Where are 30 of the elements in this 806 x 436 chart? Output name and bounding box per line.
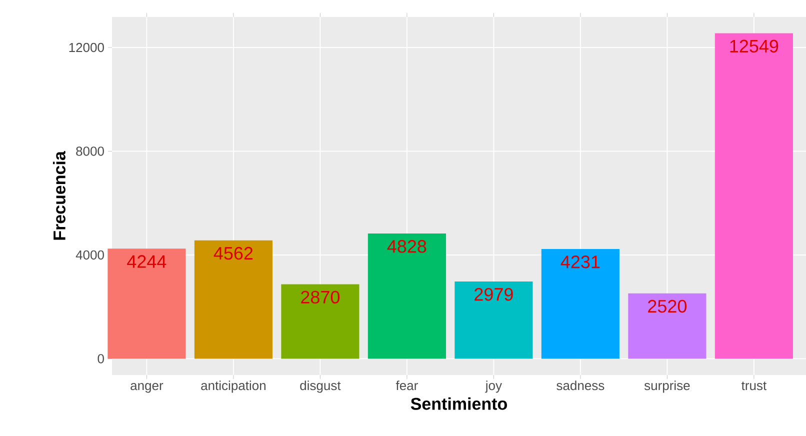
- x-tick-label: joy: [485, 380, 502, 393]
- data-label: 4231: [560, 256, 600, 268]
- bar: [628, 293, 706, 359]
- data-label: 2870: [301, 290, 340, 304]
- y-tick-label: 8000: [76, 146, 104, 156]
- x-tick-label: sadness: [556, 380, 604, 390]
- x-tick-label: anger: [130, 383, 164, 393]
- bar: [541, 248, 620, 359]
- x-tick-label: anticipation: [201, 380, 266, 393]
- y-tick-label: 0: [98, 354, 104, 364]
- x-axis-title: Sentimiento: [410, 397, 507, 410]
- data-label: 4828: [387, 240, 426, 253]
- bar: [714, 33, 793, 359]
- data-label: 2979: [474, 288, 513, 301]
- x-tick-label: disgust: [300, 380, 341, 393]
- y-tick-label: 4000: [76, 250, 104, 260]
- data-label: 4562: [214, 246, 253, 260]
- data-label: 4244: [127, 255, 166, 268]
- bar: [108, 248, 186, 359]
- bar: [194, 240, 272, 359]
- data-label: 2520: [648, 300, 687, 313]
- x-tick-label: trust: [742, 382, 766, 390]
- bar: [454, 281, 533, 359]
- x-tick-label: surprise: [644, 380, 690, 393]
- data-label: 12549: [730, 40, 778, 53]
- x-tick-label: fear: [396, 380, 418, 390]
- bar: [368, 234, 446, 359]
- y-tick-label: 12000: [69, 42, 104, 52]
- y-axis-title: Frecuencia: [52, 151, 66, 240]
- bar: [281, 284, 360, 359]
